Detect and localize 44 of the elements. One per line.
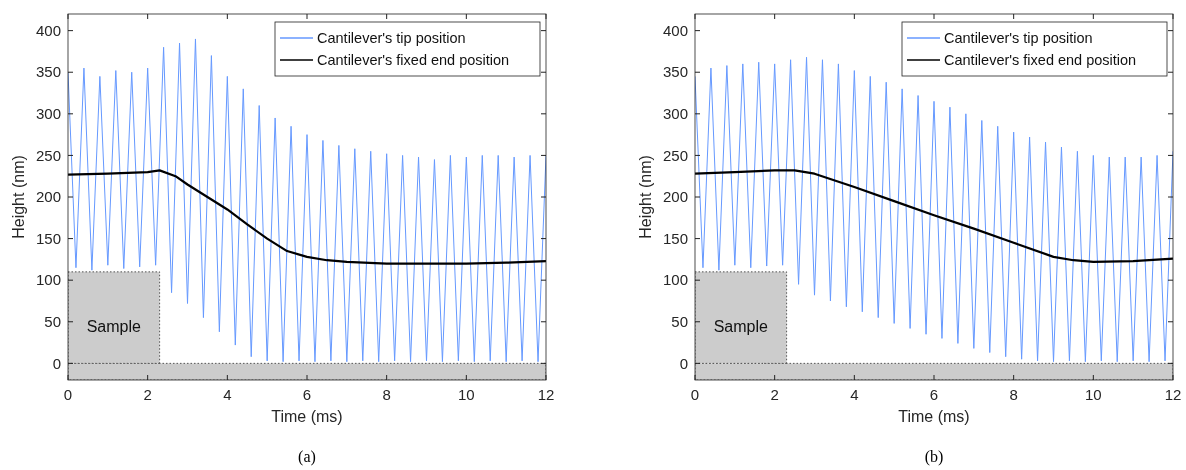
legend-label: Cantilever's fixed end position [944, 52, 1137, 69]
x-tick-label: 12 [1164, 386, 1182, 403]
legend-label: Cantilever's tip position [317, 30, 466, 47]
y-tick-label: 350 [35, 63, 61, 81]
y-tick-label: 200 [662, 188, 688, 206]
x-tick-label: 4 [223, 386, 232, 403]
x-tick-label: 8 [382, 386, 391, 403]
y-tick-label: 300 [35, 105, 61, 123]
x-tick-label: 0 [690, 386, 700, 403]
text: (a) [298, 448, 316, 466]
annotation: Sample [86, 317, 142, 335]
y-tick-label: 350 [662, 63, 688, 81]
y-tick-label: 150 [662, 229, 688, 247]
x-tick-label: 8 [1009, 386, 1018, 403]
x-tick-label: 0 [63, 386, 73, 403]
text: (b) [924, 448, 944, 466]
x-tick-label: 2 [143, 386, 152, 403]
y-tick-label: 200 [35, 188, 61, 206]
x-tick-label: 12 [537, 386, 555, 403]
y-tick-label: 250 [35, 146, 61, 164]
y-tick-label: 100 [35, 271, 61, 289]
legend-label: Cantilever's tip position [944, 30, 1093, 47]
x-axis-title: Time (ms) [898, 408, 970, 425]
x-tick-label: 6 [302, 386, 312, 403]
y-tick-label: 0 [52, 354, 61, 372]
x-tick-label: 2 [770, 386, 779, 403]
x-tick-label: 10 [457, 386, 475, 403]
x-tick-label: 10 [1084, 386, 1102, 403]
y-tick-label: 150 [35, 229, 61, 247]
annotation: Sample [713, 317, 769, 335]
y-axis-title: Height (nm) [637, 155, 654, 239]
x-tick-label: 4 [850, 386, 859, 403]
y-tick-label: 400 [662, 21, 688, 39]
y-tick-label: 50 [671, 313, 688, 331]
y-tick-label: 250 [662, 146, 688, 164]
y-axis-title: Height (nm) [10, 155, 27, 239]
y-tick-label: 0 [679, 354, 688, 372]
y-tick-label: 300 [662, 105, 688, 123]
x-tick-label: 6 [929, 386, 939, 403]
y-tick-label: 400 [35, 21, 61, 39]
x-axis-title: Time (ms) [271, 408, 343, 425]
legend-label: Cantilever's fixed end position [317, 52, 510, 69]
y-tick-label: 100 [662, 271, 688, 289]
y-tick-label: 50 [44, 313, 61, 331]
